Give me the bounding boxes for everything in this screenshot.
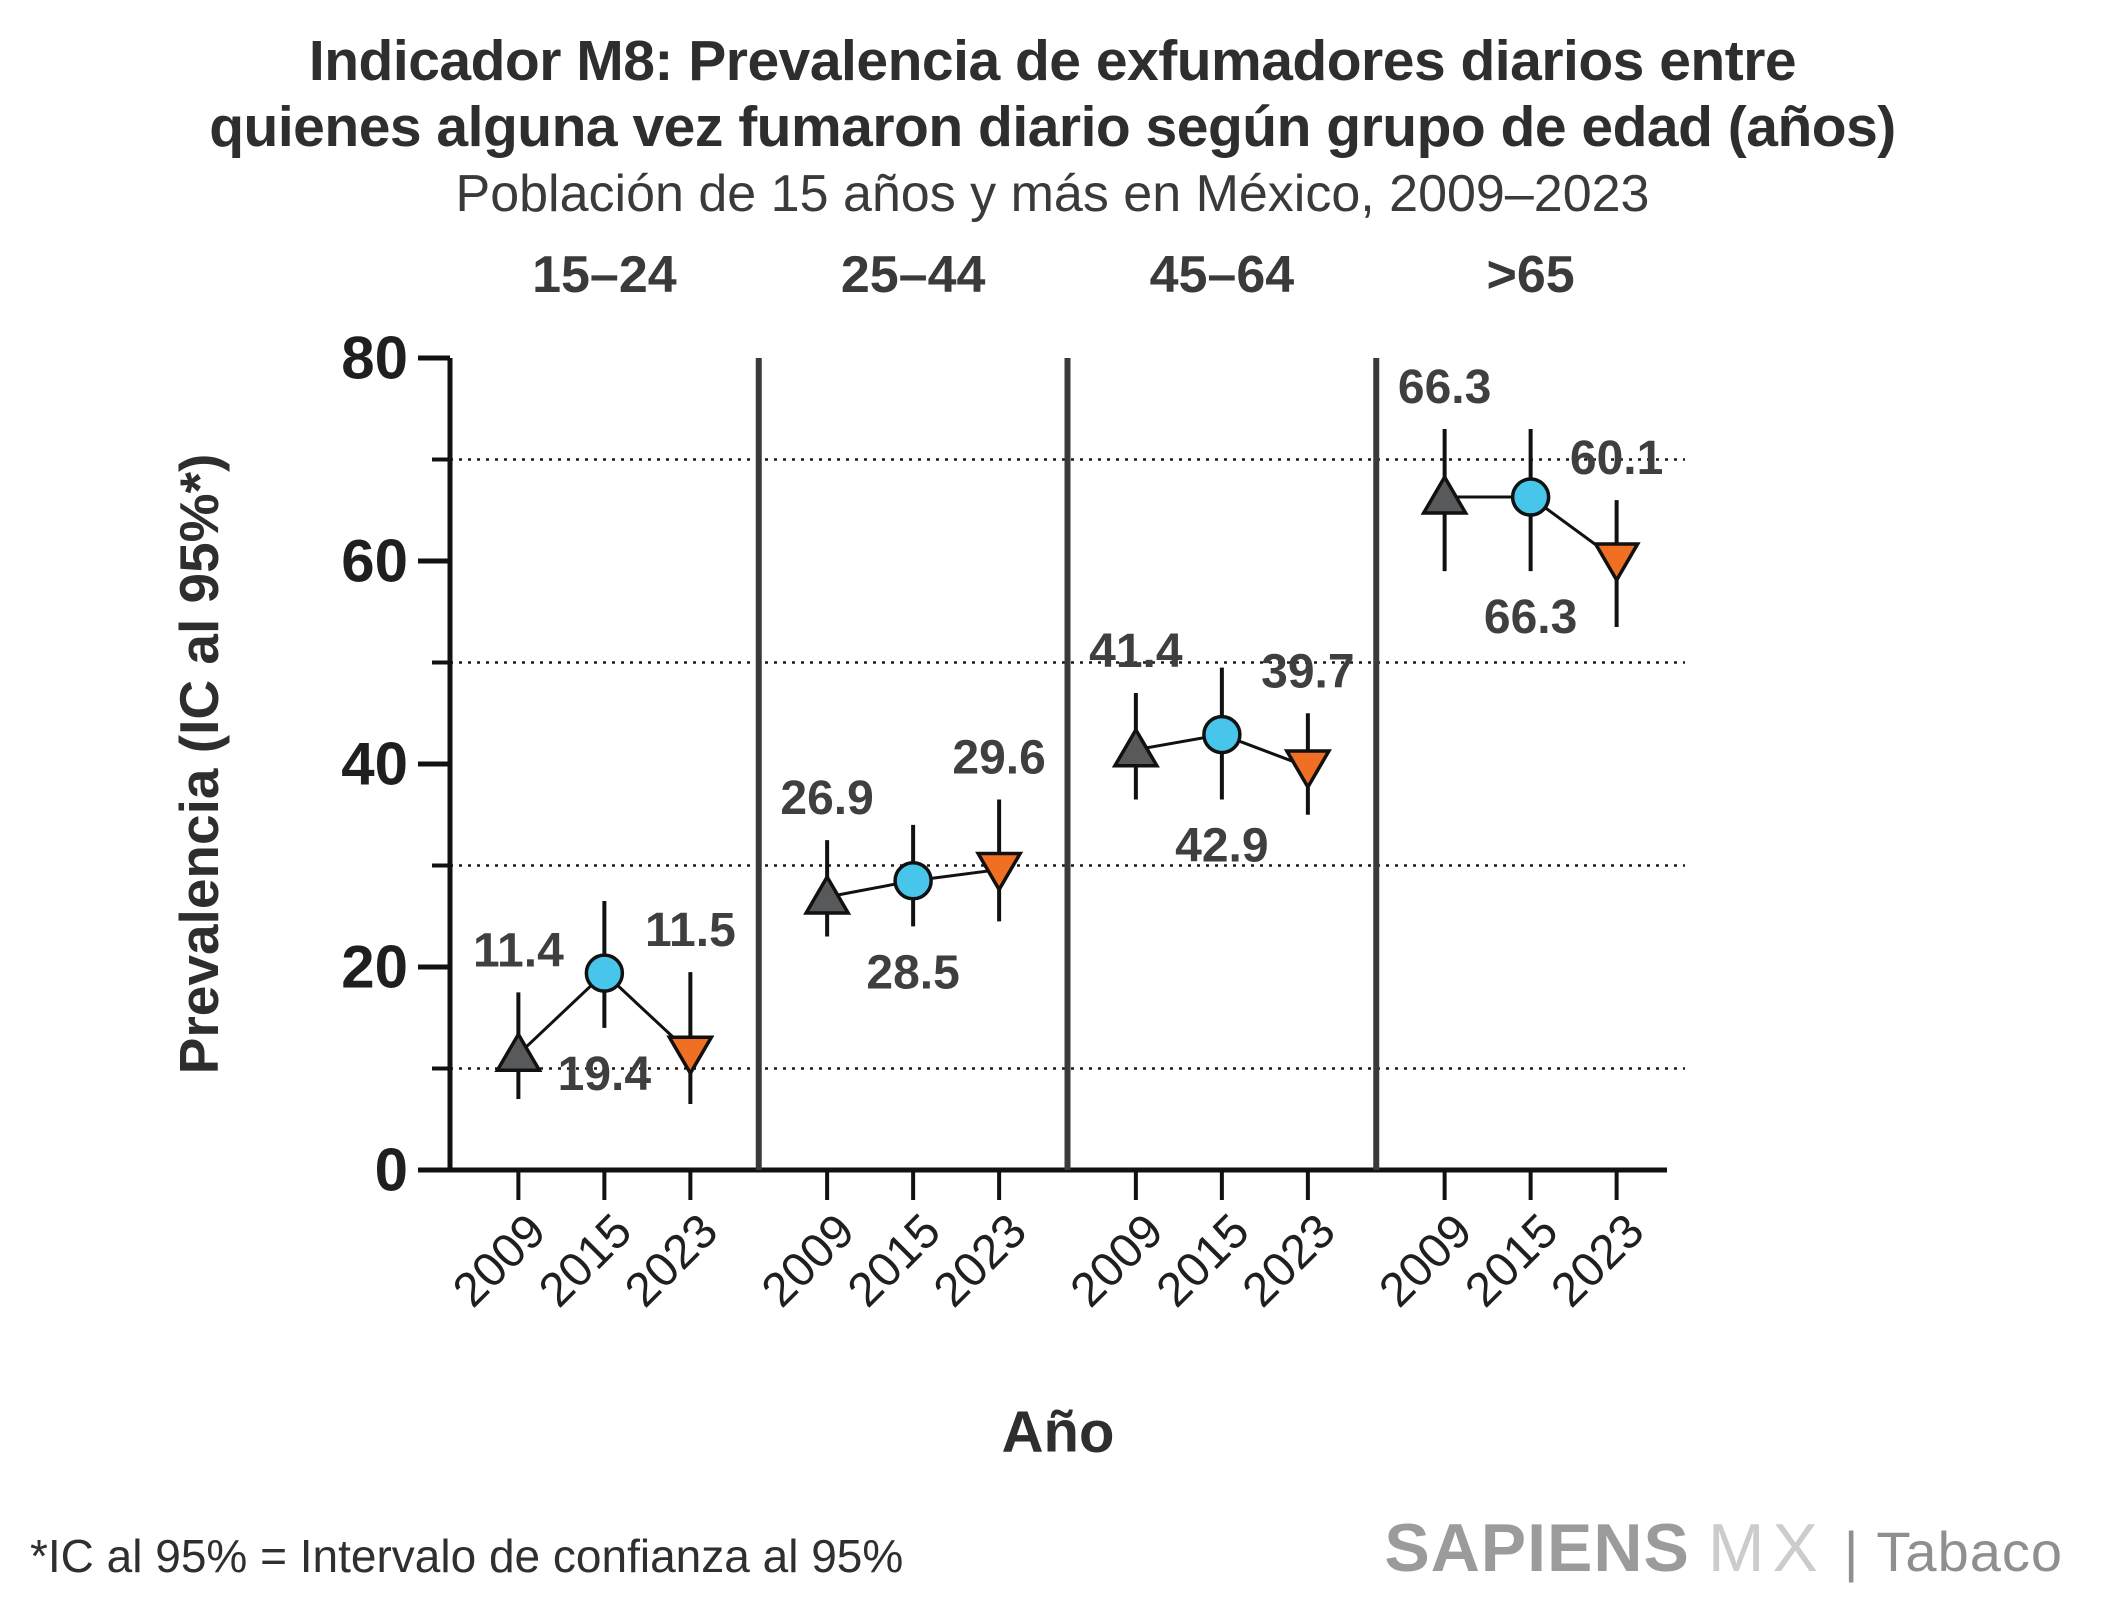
brand-product: Tabaco <box>1876 1520 2063 1583</box>
chart-title-line2: quienes alguna vez fumaron diario según … <box>209 95 1896 159</box>
marker-triangle-up-25–44-2009 <box>803 873 852 915</box>
chart-subtitle: Población de 15 años y más en México, 20… <box>455 165 1650 223</box>
x-tick-label-15–24-2009: 2009 <box>443 1204 556 1317</box>
age-group-label-0: 15–24 <box>532 246 677 304</box>
x-tick-label-25–44-2009: 2009 <box>752 1204 865 1317</box>
brand-name: SAPIENS <box>1384 1510 1690 1586</box>
age-group-label-3: >65 <box>1487 246 1575 304</box>
x-tick-label->65-2015: 2015 <box>1455 1204 1568 1317</box>
x-tick-label-45–64-2015: 2015 <box>1147 1204 1260 1317</box>
value-label-25–44-2009: 26.9 <box>780 772 873 825</box>
x-tick-label-15–24-2023: 2023 <box>615 1204 728 1317</box>
marker-triangle-down-15–24-2023 <box>666 1035 715 1077</box>
marker-circle-25–44-2015 <box>893 860 933 901</box>
x-tick-label->65-2023: 2023 <box>1541 1204 1654 1317</box>
x-axis-title: Año <box>1002 1400 1115 1465</box>
y-tick-label-60: 60 <box>341 528 408 595</box>
value-label-15–24-2009: 11.4 <box>473 924 564 977</box>
marker-triangle-down->65-2023 <box>1592 542 1641 584</box>
value-label->65-2023: 60.1 <box>1570 432 1663 485</box>
y-tick-label-80: 80 <box>341 325 408 392</box>
x-tick-label-45–64-2009: 2009 <box>1061 1204 1174 1317</box>
marker-circle-45–64-2015 <box>1202 714 1242 755</box>
x-tick-label-25–44-2015: 2015 <box>838 1204 951 1317</box>
value-label-45–64-2009: 41.4 <box>1089 625 1183 678</box>
chart-header: Indicador M8: Prevalencia de exfumadores… <box>0 28 2105 224</box>
value-label->65-2015: 66.3 <box>1484 591 1577 644</box>
x-tick-label-25–44-2023: 2023 <box>924 1204 1037 1317</box>
marker-triangle-up->65-2009 <box>1420 473 1469 515</box>
brand-suffix: MX <box>1707 1510 1826 1586</box>
marker-triangle-down-45–64-2023 <box>1283 749 1332 791</box>
y-tick-label-20: 20 <box>341 934 408 1001</box>
footnote-ci-definition: *IC al 95% = Intervalo de confianza al 9… <box>30 1530 904 1582</box>
age-group-label-1: 25–44 <box>841 246 986 304</box>
marker-triangle-up-15–24-2009 <box>494 1030 543 1073</box>
value-label-25–44-2023: 29.6 <box>952 732 1045 785</box>
x-tick-label-15–24-2015: 2015 <box>529 1204 642 1317</box>
y-tick-label-0: 0 <box>375 1137 408 1204</box>
value-label-45–64-2023: 39.7 <box>1261 645 1354 698</box>
y-tick-label-40: 40 <box>341 731 408 798</box>
marker-triangle-down-25–44-2023 <box>975 851 1024 894</box>
value-label-45–64-2015: 42.9 <box>1175 820 1268 873</box>
brand-logo: SAPIENS MX | Tabaco <box>1384 1509 2063 1587</box>
value-label-15–24-2023: 11.5 <box>645 904 736 957</box>
age-group-label-2: 45–64 <box>1150 246 1295 304</box>
marker-triangle-up-45–64-2009 <box>1111 726 1160 768</box>
value-label-15–24-2015: 19.4 <box>558 1048 652 1101</box>
y-axis-title: Prevalencia (IC al 95%*) <box>168 454 230 1075</box>
marker-circle->65-2015 <box>1510 477 1551 517</box>
x-tick-label-45–64-2023: 2023 <box>1233 1204 1346 1317</box>
value-label-25–44-2015: 28.5 <box>866 946 959 999</box>
marker-circle-15–24-2015 <box>584 953 625 993</box>
x-tick-label->65-2009: 2009 <box>1369 1204 1482 1317</box>
value-label->65-2009: 66.3 <box>1398 361 1491 414</box>
brand-divider: | <box>1843 1520 1859 1583</box>
chart-title-line1: Indicador M8: Prevalencia de exfumadores… <box>308 29 1797 93</box>
